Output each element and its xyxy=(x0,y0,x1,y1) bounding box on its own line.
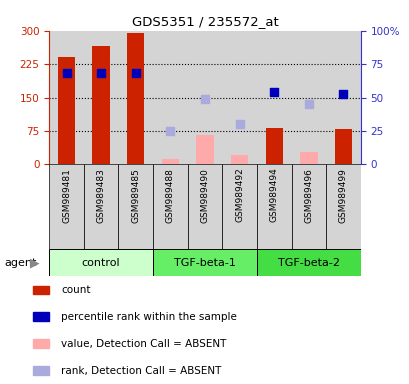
Bar xyxy=(33,366,49,375)
Bar xyxy=(161,159,179,164)
FancyBboxPatch shape xyxy=(291,164,326,249)
Bar xyxy=(291,31,326,164)
FancyBboxPatch shape xyxy=(153,164,187,249)
Text: GSM989483: GSM989483 xyxy=(97,168,106,223)
Point xyxy=(236,121,242,127)
Bar xyxy=(256,31,291,164)
Text: rank, Detection Call = ABSENT: rank, Detection Call = ABSENT xyxy=(61,366,221,376)
Text: GSM989492: GSM989492 xyxy=(234,168,243,222)
FancyBboxPatch shape xyxy=(49,164,83,249)
Bar xyxy=(58,58,75,164)
Text: GSM989490: GSM989490 xyxy=(200,168,209,223)
Text: TGF-beta-1: TGF-beta-1 xyxy=(174,258,235,268)
Bar xyxy=(153,31,187,164)
Bar xyxy=(127,33,144,164)
Point xyxy=(339,91,346,97)
Bar xyxy=(265,128,282,164)
Point xyxy=(201,96,208,102)
Point xyxy=(305,101,311,107)
Bar xyxy=(92,46,110,164)
FancyBboxPatch shape xyxy=(256,249,360,276)
FancyBboxPatch shape xyxy=(118,164,153,249)
Point xyxy=(98,70,104,76)
FancyBboxPatch shape xyxy=(49,249,153,276)
Title: GDS5351 / 235572_at: GDS5351 / 235572_at xyxy=(131,15,278,28)
Point xyxy=(132,70,139,76)
Point xyxy=(63,70,70,76)
Text: GSM989488: GSM989488 xyxy=(166,168,175,223)
FancyBboxPatch shape xyxy=(256,164,291,249)
Point xyxy=(167,128,173,134)
Bar xyxy=(33,286,49,294)
Bar xyxy=(118,31,153,164)
FancyBboxPatch shape xyxy=(326,164,360,249)
FancyBboxPatch shape xyxy=(187,164,222,249)
Bar xyxy=(299,152,317,164)
Text: GSM989496: GSM989496 xyxy=(303,168,312,223)
Text: GSM989494: GSM989494 xyxy=(269,168,278,222)
Bar xyxy=(33,339,49,348)
Text: TGF-beta-2: TGF-beta-2 xyxy=(277,258,339,268)
Text: ▶: ▶ xyxy=(29,256,39,269)
Bar xyxy=(83,31,118,164)
Bar xyxy=(230,154,248,164)
Text: value, Detection Call = ABSENT: value, Detection Call = ABSENT xyxy=(61,339,226,349)
Text: GSM989499: GSM989499 xyxy=(338,168,347,223)
Point xyxy=(270,89,277,95)
Bar xyxy=(334,129,351,164)
Text: percentile rank within the sample: percentile rank within the sample xyxy=(61,312,237,322)
FancyBboxPatch shape xyxy=(83,164,118,249)
FancyBboxPatch shape xyxy=(153,249,256,276)
Bar xyxy=(187,31,222,164)
Text: count: count xyxy=(61,285,91,295)
Bar xyxy=(326,31,360,164)
Bar xyxy=(49,31,83,164)
Text: GSM989481: GSM989481 xyxy=(62,168,71,223)
Text: control: control xyxy=(82,258,120,268)
Bar xyxy=(222,31,256,164)
Text: GSM989485: GSM989485 xyxy=(131,168,140,223)
Bar xyxy=(196,136,213,164)
Bar xyxy=(33,313,49,321)
FancyBboxPatch shape xyxy=(222,164,256,249)
Text: agent: agent xyxy=(4,258,36,268)
